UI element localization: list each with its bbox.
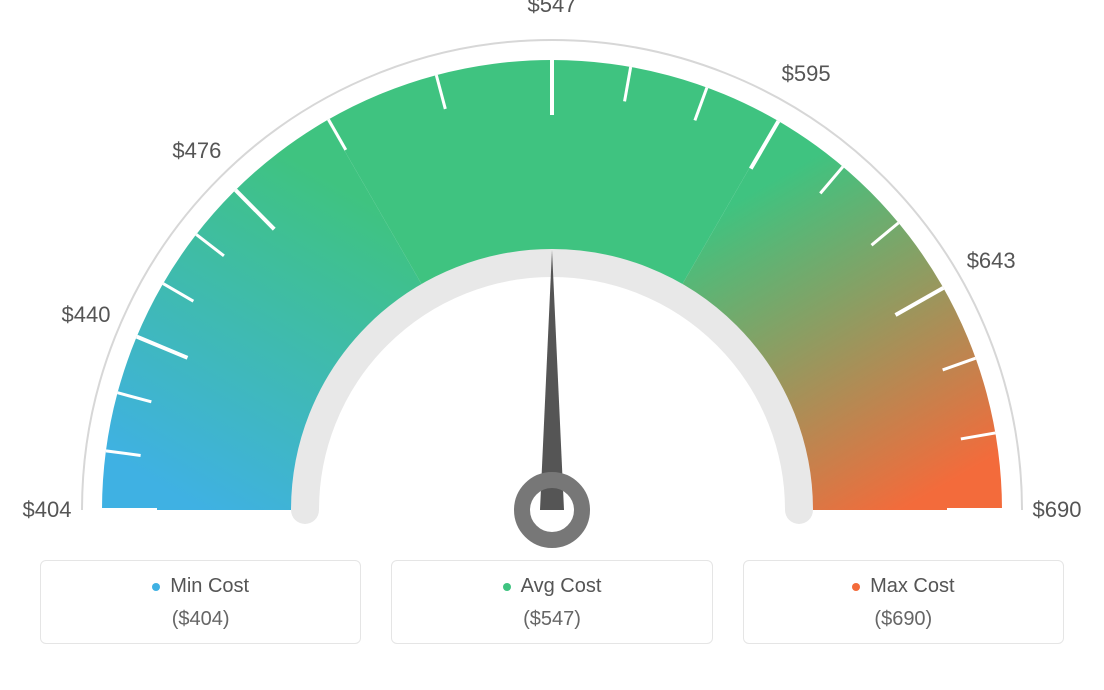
gauge-tick-label: $690 [1033,497,1082,523]
legend-min-label: Min Cost [51,575,350,598]
gauge-tick-label: $643 [967,248,1016,274]
legend-max-box: Max Cost ($690) [743,560,1064,644]
legend-avg-box: Avg Cost ($547) [391,560,712,644]
gauge-tick-label: $476 [172,138,221,164]
legend-min-box: Min Cost ($404) [40,560,361,644]
gauge-tick-label: $404 [23,497,72,523]
legend-avg-value: ($547) [402,608,701,631]
legend-max-label: Max Cost [754,575,1053,598]
gauge-tick-label: $595 [782,61,831,87]
legend-row: Min Cost ($404) Avg Cost ($547) Max Cost… [0,560,1104,644]
gauge-svg [0,0,1100,560]
gauge-tick-label: $440 [61,302,110,328]
legend-avg-label: Avg Cost [402,575,701,598]
cost-gauge-container: $404 $440 $476 $547 $595 $643 $690 Min Cost ($… [0,0,1104,690]
gauge-chart: $404 $440 $476 $547 $595 $643 $690 [0,0,1100,560]
legend-max-value: ($690) [754,608,1053,631]
gauge-tick-label: $547 [528,0,577,18]
legend-min-value: ($404) [51,608,350,631]
